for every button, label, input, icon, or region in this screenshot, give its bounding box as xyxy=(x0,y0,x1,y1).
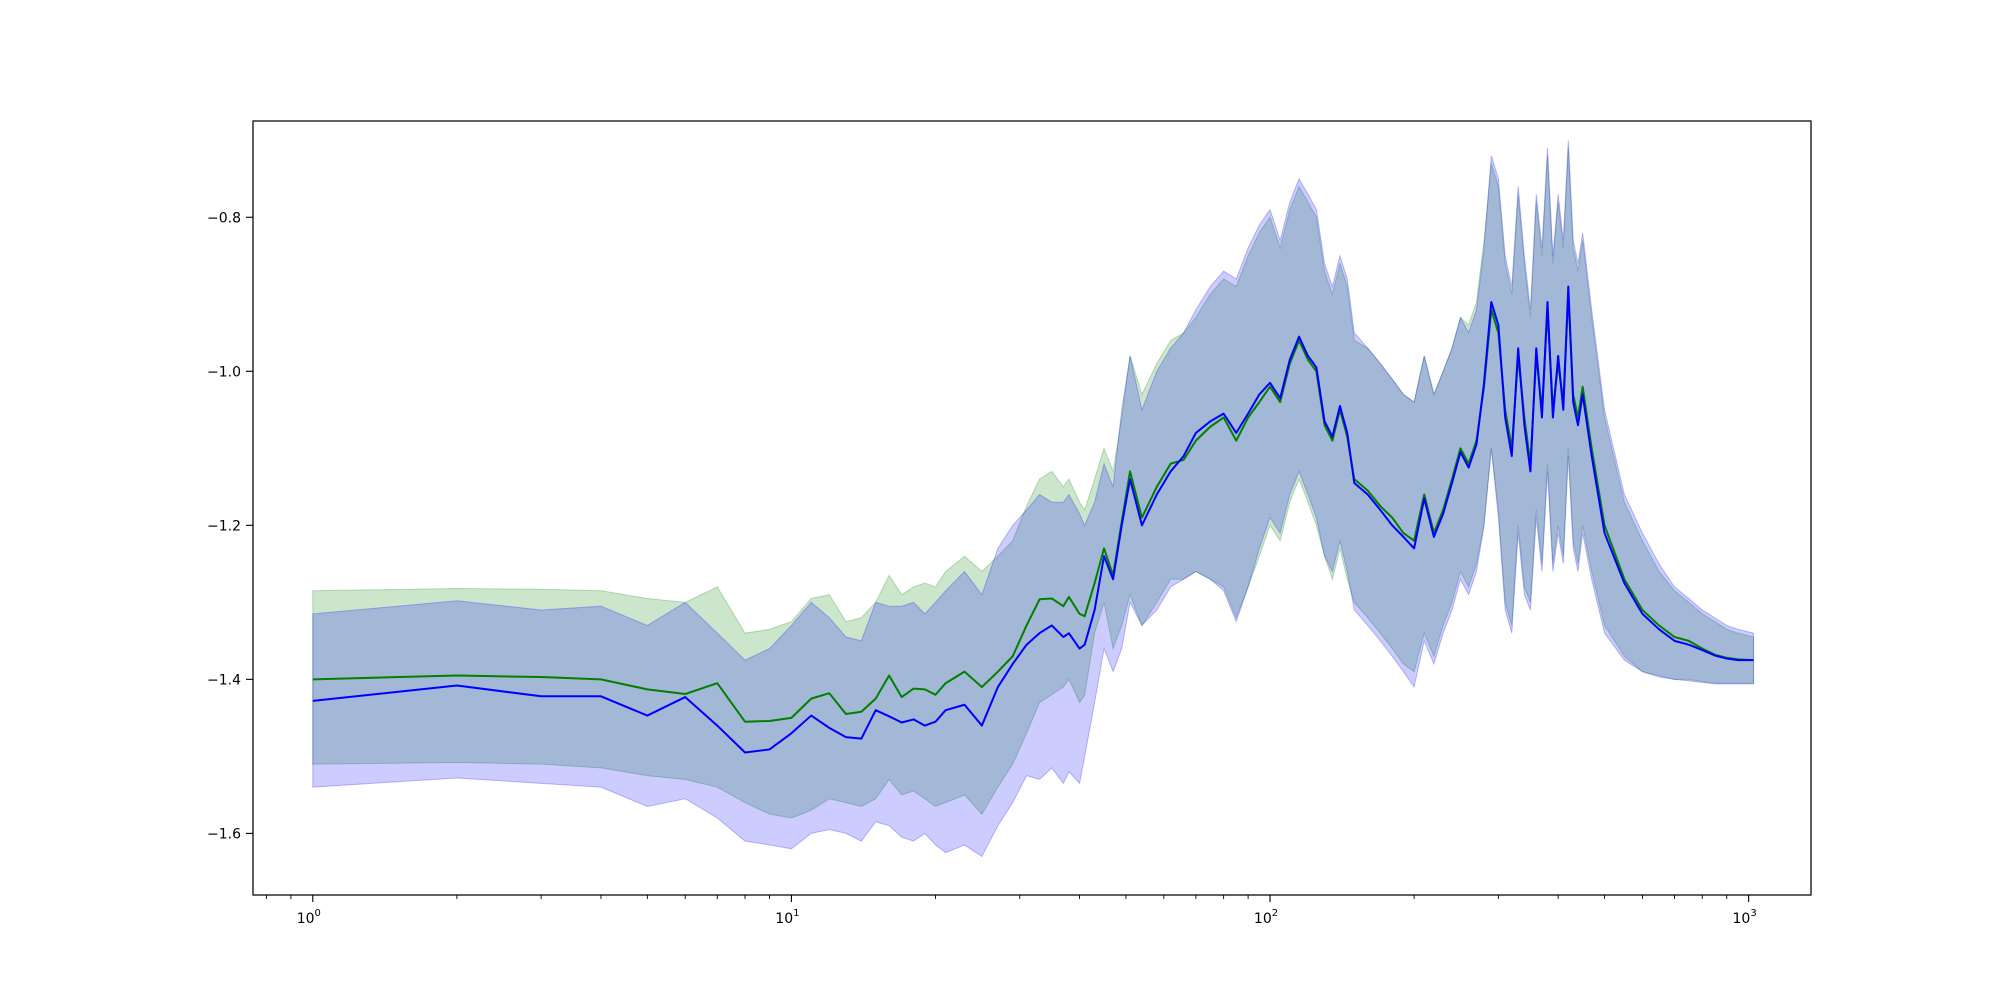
series-2-band xyxy=(312,140,1755,858)
x-tick-label: 103 xyxy=(1733,908,1757,927)
y-tick-label: −1.0 xyxy=(207,364,241,380)
y-tick-label: −1.6 xyxy=(207,826,241,842)
series-2-line xyxy=(312,285,1754,754)
x-tick-label: 101 xyxy=(775,908,799,927)
x-tick-base: 10 xyxy=(775,911,793,927)
x-axis: 100 101 102 103 xyxy=(265,895,1757,927)
x-tick-label: 102 xyxy=(1254,908,1278,927)
x-tick-base: 10 xyxy=(1254,911,1272,927)
confidence-bands xyxy=(312,140,1755,858)
plot-frame xyxy=(252,120,1812,896)
x-tick-exponent: 2 xyxy=(1272,908,1278,919)
x-tick-base: 10 xyxy=(297,911,315,927)
x-tick-exponent: 0 xyxy=(315,908,321,919)
x-tick-base: 10 xyxy=(1733,911,1751,927)
x-tick-label: 100 xyxy=(297,908,321,927)
x-tick-exponent: 1 xyxy=(793,908,799,919)
y-tick-label: −1.4 xyxy=(207,672,241,688)
series-1-band xyxy=(312,147,1755,819)
x-tick-exponent: 3 xyxy=(1750,908,1756,919)
y-axis: −1.6 −1.4 −1.2 −1.0 −0.8 xyxy=(207,210,253,842)
series-lines xyxy=(312,285,1754,754)
y-tick-label: −1.2 xyxy=(207,518,241,534)
y-tick-label: −0.8 xyxy=(207,210,241,226)
